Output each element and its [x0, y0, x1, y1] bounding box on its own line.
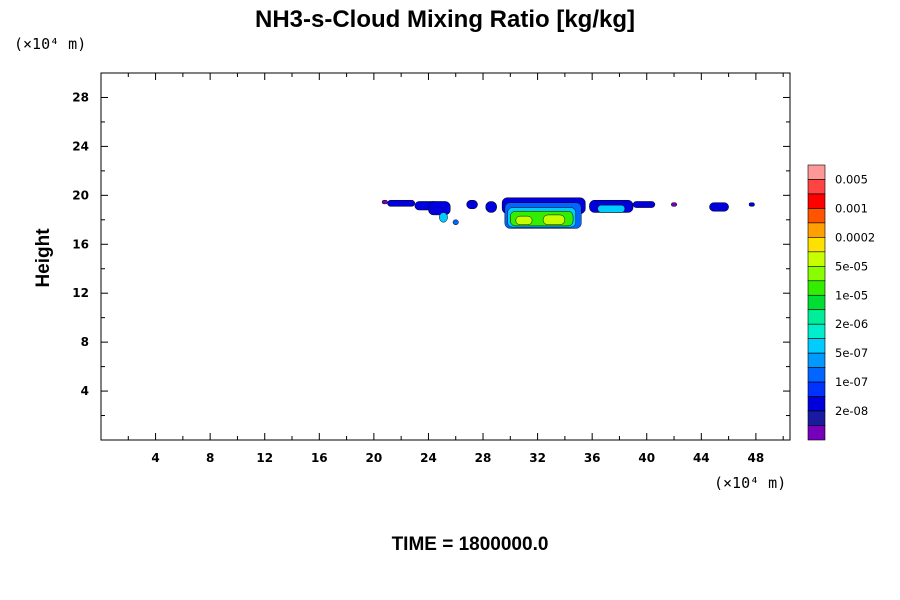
y-tick-label: 8 [81, 335, 89, 349]
colorbar-swatch [807, 208, 826, 224]
colorbar-swatch [807, 338, 826, 354]
y-tick-label: 20 [72, 188, 89, 202]
y-unit-label: (×10⁴ m) [14, 35, 86, 53]
colorbar-label: 2e-08 [835, 404, 868, 418]
colorbar-label: 0.0002 [835, 230, 875, 244]
x-tick-label: 12 [256, 451, 273, 465]
colorbar-swatch [807, 396, 826, 412]
y-tick-label: 4 [81, 384, 89, 398]
colorbar-swatch [807, 251, 826, 267]
cloud-region-15 [597, 204, 626, 213]
cloud-region-13 [542, 214, 566, 225]
y-tick-label: 16 [72, 237, 89, 251]
colorbar-label: 1e-05 [835, 288, 868, 302]
y-axis-title: Height [33, 228, 54, 288]
x-tick-label: 4 [151, 451, 159, 465]
colorbar-swatch [807, 266, 826, 282]
x-tick-label: 8 [206, 451, 214, 465]
colorbar-label: 1e-07 [835, 375, 868, 389]
x-unit-label: (×10⁴ m) [714, 474, 786, 492]
colorbar-label: 0.005 [835, 172, 868, 186]
cloud-region-4 [439, 212, 448, 223]
plot-frame [100, 72, 791, 441]
chart-title: NH3-s-Cloud Mixing Ratio [kg/kg] [255, 6, 635, 33]
x-axis: 4 8 12 16 20 24 28 32 36 40 44 48 [127, 73, 784, 465]
x-tick-label: 36 [584, 451, 601, 465]
colorbar-swatch [807, 222, 826, 238]
colorbar-swatch [807, 179, 826, 195]
cloud-region-5 [452, 219, 459, 225]
cloud-region-18 [709, 202, 729, 212]
colorbar-label: 2e-06 [835, 317, 868, 331]
x-tick-label: 20 [366, 451, 383, 465]
cloud-region-17 [671, 202, 678, 207]
time-label: TIME = 1800000.0 [392, 534, 549, 555]
cloud-region-12 [515, 215, 533, 225]
cloud-field [381, 197, 755, 229]
y-tick-label: 24 [72, 139, 89, 153]
cloud-region-0 [381, 199, 388, 205]
colorbar-swatch [807, 294, 826, 311]
x-tick-label: 48 [748, 451, 765, 465]
colorbar: 0.005 0.001 0.0002 5e-05 1e-05 2e-06 5e-07 1e-0… [807, 164, 875, 441]
colorbar-swatch [807, 280, 826, 296]
colorbar-swatch [807, 367, 826, 383]
x-tick-label: 44 [693, 451, 710, 465]
colorbar-swatch [807, 237, 826, 253]
y-axis: 4 8 12 16 20 24 28 [72, 72, 790, 417]
colorbar-label: 0.001 [835, 201, 868, 215]
cloud-region-19 [748, 202, 755, 207]
colorbar-label: 5e-07 [835, 346, 868, 360]
colorbar-swatch [807, 193, 826, 209]
y-tick-label: 12 [72, 286, 89, 300]
x-tick-label: 28 [475, 451, 492, 465]
y-tick-label: 28 [72, 90, 89, 104]
cloud-region-6 [466, 199, 478, 210]
cloud-region-3 [428, 201, 451, 216]
colorbar-swatch [807, 410, 826, 426]
cloud-region-16 [632, 201, 656, 208]
x-tick-label: 40 [638, 451, 655, 465]
colorbar-swatch [807, 425, 826, 441]
colorbar-swatch [807, 323, 826, 339]
x-tick-label: 32 [529, 451, 546, 465]
colorbar-swatch [807, 164, 826, 180]
x-tick-label: 16 [311, 451, 328, 465]
colorbar-label: 5e-05 [835, 259, 868, 273]
colorbar-swatch [807, 381, 826, 397]
colorbar-swatch [807, 309, 826, 325]
x-tick-label: 24 [420, 451, 437, 465]
cloud-region-1 [387, 199, 416, 207]
cloud-region-7 [485, 201, 497, 213]
colorbar-swatch [807, 352, 826, 368]
